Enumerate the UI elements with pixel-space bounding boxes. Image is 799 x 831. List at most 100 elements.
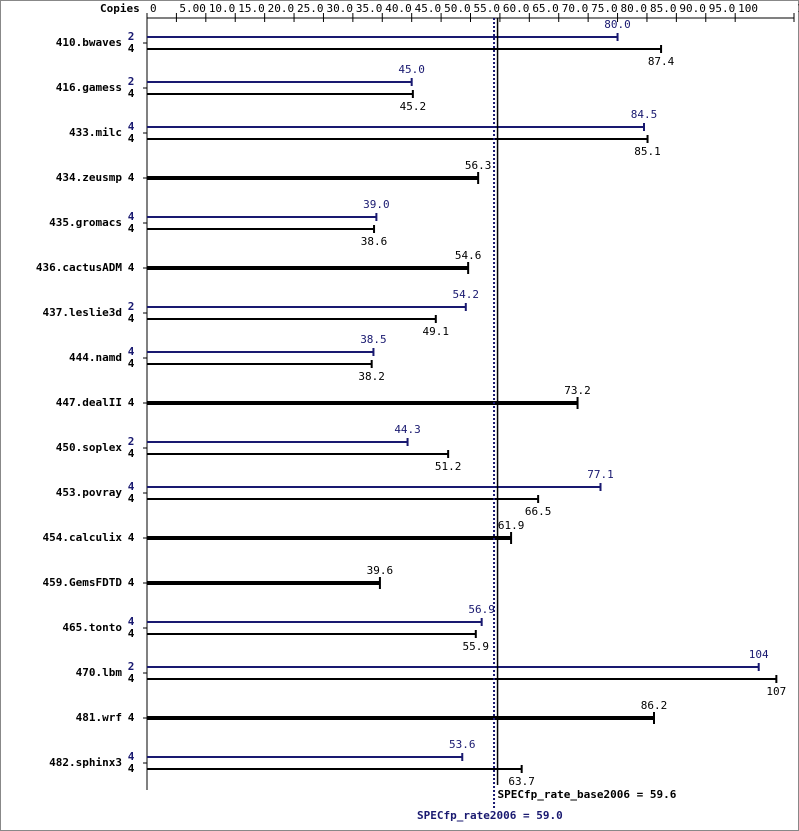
- value-label: 56.9: [468, 603, 495, 616]
- value-label: 66.5: [525, 505, 552, 518]
- value-label: 38.2: [358, 370, 385, 383]
- copies-label: 2: [128, 30, 135, 43]
- benchmark-label: 435.gromacs: [49, 216, 122, 229]
- value-label: 44.3: [394, 423, 421, 436]
- value-label: 54.2: [453, 288, 480, 301]
- copies-label: 4: [128, 672, 135, 685]
- value-label: 49.1: [423, 325, 450, 338]
- benchmark-label: 447.dealII: [56, 396, 122, 409]
- value-label: 104: [749, 648, 769, 661]
- x-tick-label: 95.0: [709, 2, 736, 15]
- value-label: 87.4: [648, 55, 675, 68]
- value-label: 56.3: [465, 159, 492, 172]
- copies-label: 4: [128, 396, 135, 409]
- value-label: 45.2: [400, 100, 427, 113]
- copies-label: 4: [128, 357, 135, 370]
- axis-label: Copies: [100, 2, 140, 15]
- x-tick-label: 15.0: [238, 2, 265, 15]
- copies-label: 2: [128, 660, 135, 673]
- copies-label: 4: [128, 87, 135, 100]
- value-label: 77.1: [587, 468, 614, 481]
- copies-label: 4: [128, 750, 135, 763]
- benchmark-label: 436.cactusADM: [36, 261, 122, 274]
- copies-label: 4: [128, 132, 135, 145]
- x-tick-label: 60.0: [503, 2, 529, 15]
- x-tick-label: 55.0: [474, 2, 501, 15]
- benchmark-label: 470.lbm: [76, 666, 123, 679]
- x-tick-label: 85.0: [650, 2, 677, 15]
- benchmark-label: 433.milc: [69, 126, 122, 139]
- value-label: 54.6: [455, 249, 482, 262]
- benchmark-label: 437.leslie3d: [43, 306, 122, 319]
- benchmark-label: 459.GemsFDTD: [43, 576, 123, 589]
- copies-label: 4: [128, 447, 135, 460]
- x-tick-label: 25.0: [297, 2, 324, 15]
- copies-label: 4: [128, 615, 135, 628]
- copies-label: 4: [128, 711, 135, 724]
- value-label: 55.9: [463, 640, 490, 653]
- value-label: 38.6: [361, 235, 388, 248]
- copies-label: 2: [128, 300, 135, 313]
- benchmark-label: 416.gamess: [56, 81, 122, 94]
- x-tick-label: 5.00: [179, 2, 206, 15]
- value-label: 80.0: [604, 18, 631, 31]
- copies-label: 4: [128, 171, 135, 184]
- copies-label: 4: [128, 492, 135, 505]
- benchmark-label: 465.tonto: [62, 621, 122, 634]
- x-tick-label: 20.0: [268, 2, 295, 15]
- x-tick-label: 70.0: [562, 2, 589, 15]
- value-label: 61.9: [498, 519, 525, 532]
- benchmark-label: 481.wrf: [76, 711, 122, 724]
- x-tick-label: 65.0: [532, 2, 559, 15]
- benchmark-label: 454.calculix: [43, 531, 123, 544]
- x-tick-label: 75.0: [591, 2, 618, 15]
- x-tick-label: 40.0: [385, 2, 412, 15]
- benchmark-label: 450.soplex: [56, 441, 123, 454]
- copies-label: 4: [128, 531, 135, 544]
- copies-label: 4: [128, 627, 135, 640]
- value-label: 38.5: [360, 333, 387, 346]
- copies-label: 4: [128, 210, 135, 223]
- value-label: 39.6: [367, 564, 394, 577]
- benchmark-label: 410.bwaves: [56, 36, 122, 49]
- value-label: 51.2: [435, 460, 462, 473]
- copies-label: 4: [128, 222, 135, 235]
- x-tick-label: 50.0: [444, 2, 471, 15]
- copies-label: 4: [128, 312, 135, 325]
- x-tick-label: 35.0: [356, 2, 383, 15]
- benchmark-label: 434.zeusmp: [56, 171, 123, 184]
- value-label: 39.0: [363, 198, 390, 211]
- value-label: 86.2: [641, 699, 668, 712]
- reference-label: SPECfp_rate2006 = 59.0: [417, 809, 563, 822]
- benchmark-label: 482.sphinx3: [49, 756, 122, 769]
- value-label: 84.5: [631, 108, 658, 121]
- x-tick-label: 100: [738, 2, 758, 15]
- x-tick-label: 80.0: [621, 2, 648, 15]
- x-tick-label: 0: [150, 2, 157, 15]
- x-tick-label: 10.0: [209, 2, 236, 15]
- copies-label: 4: [128, 345, 135, 358]
- reference-label: SPECfp_rate_base2006 = 59.6: [498, 788, 677, 801]
- copies-label: 4: [128, 762, 135, 775]
- x-tick-label: 90.0: [679, 2, 706, 15]
- value-label: 73.2: [564, 384, 591, 397]
- value-label: 53.6: [449, 738, 476, 751]
- copies-label: 2: [128, 435, 135, 448]
- benchmark-label: 444.namd: [69, 351, 122, 364]
- copies-label: 4: [128, 261, 135, 274]
- copies-label: 4: [128, 480, 135, 493]
- benchmark-label: 453.povray: [56, 486, 123, 499]
- value-label: 85.1: [634, 145, 661, 158]
- copies-label: 4: [128, 42, 135, 55]
- value-label: 107: [766, 685, 786, 698]
- copies-label: 2: [128, 75, 135, 88]
- x-tick-label: 45.0: [415, 2, 442, 15]
- value-label: 45.0: [398, 63, 425, 76]
- x-tick-label: 30.0: [326, 2, 353, 15]
- copies-label: 4: [128, 120, 135, 133]
- x-tick-label: 110: [797, 2, 799, 15]
- value-label: 63.7: [508, 775, 535, 788]
- copies-label: 4: [128, 576, 135, 589]
